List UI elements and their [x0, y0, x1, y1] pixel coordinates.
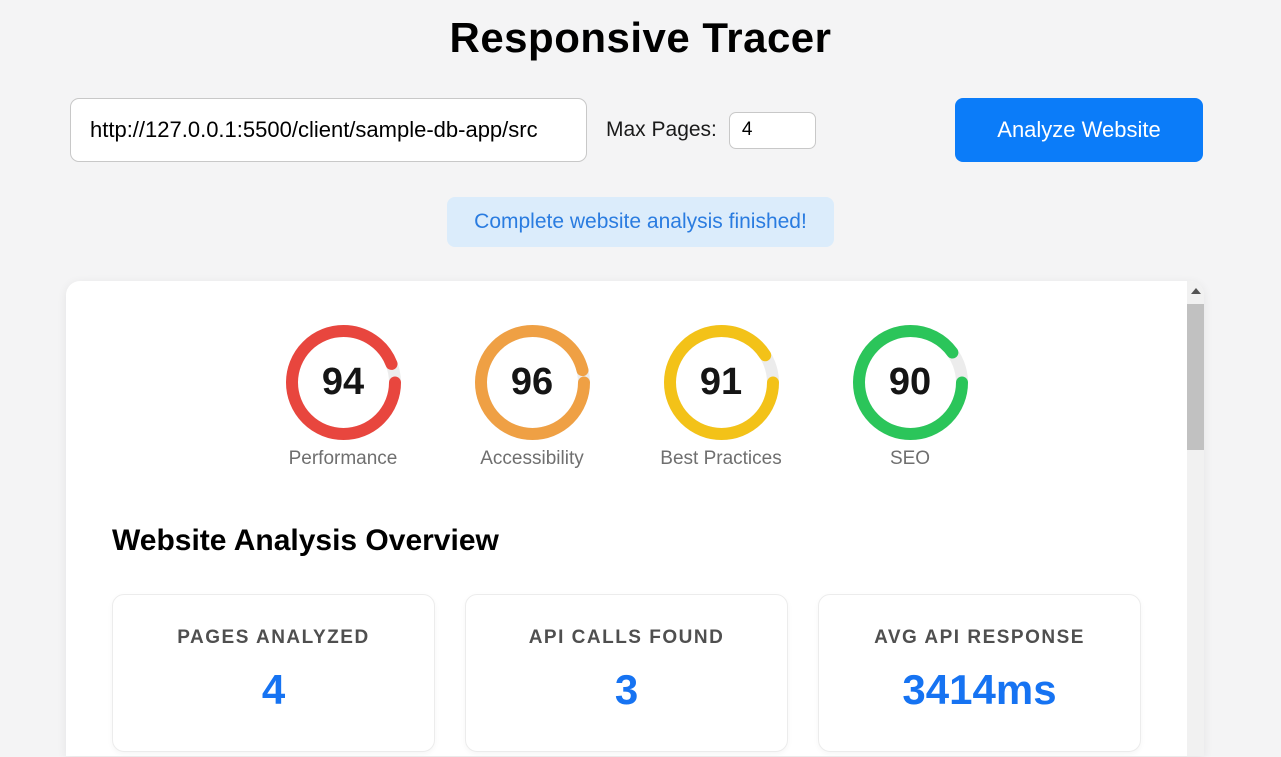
- best-practices-score: 91: [699, 361, 743, 403]
- stat-card-api-calls-found: API CALLS FOUND 3: [465, 594, 788, 752]
- accessibility-ring-icon: 96: [474, 325, 590, 440]
- best-practices-ring-icon: 91: [663, 325, 779, 440]
- score-gauge-seo: 90 SEO: [816, 325, 1005, 470]
- stat-value: 3414ms: [902, 666, 1057, 713]
- status-message: Complete website analysis finished!: [447, 197, 834, 247]
- results-panel: 94 Performance 96 Accessibility: [66, 281, 1204, 756]
- stat-label: AVG API RESPONSE: [874, 627, 1085, 648]
- stat-card-avg-api-response: AVG API RESPONSE 3414ms: [818, 594, 1141, 752]
- seo-label: SEO: [889, 448, 931, 469]
- stat-label: PAGES ANALYZED: [177, 627, 370, 648]
- results-content: 94 Performance 96 Accessibility: [66, 281, 1187, 752]
- overview-heading: Website Analysis Overview: [112, 524, 499, 557]
- scrollbar-up-button[interactable]: [1187, 281, 1204, 300]
- performance-score: 94: [321, 361, 365, 403]
- seo-score: 90: [888, 361, 932, 403]
- max-pages-input[interactable]: [728, 111, 816, 149]
- best-practices-label: Best Practices: [660, 448, 782, 469]
- seo-ring-icon: 90: [852, 325, 968, 440]
- performance-ring-icon: 94: [285, 325, 401, 440]
- scrollbar-thumb[interactable]: [1187, 304, 1204, 450]
- stat-value: 4: [261, 666, 286, 713]
- accessibility-score: 96: [510, 361, 554, 403]
- status-row: Complete website analysis finished!: [0, 197, 1281, 247]
- stat-label: API CALLS FOUND: [528, 627, 725, 648]
- url-input[interactable]: [70, 98, 587, 162]
- scroll-up-icon: [1190, 287, 1201, 294]
- max-pages-label: Max Pages:: [606, 118, 717, 141]
- score-gauge-performance: 94 Performance: [249, 325, 438, 470]
- score-gauge-accessibility: 96 Accessibility: [438, 325, 627, 470]
- analyze-website-button[interactable]: Analyze Website: [955, 98, 1203, 162]
- performance-label: Performance: [288, 448, 398, 469]
- score-gauge-best-practices: 91 Best Practices: [627, 325, 816, 470]
- stat-card-pages-analyzed: PAGES ANALYZED 4: [112, 594, 435, 752]
- results-scrollbar[interactable]: [1187, 281, 1204, 756]
- accessibility-label: Accessibility: [480, 448, 584, 469]
- overview-stats-row: PAGES ANALYZED 4 API CALLS FOUND 3 AVG A…: [112, 594, 1141, 752]
- stat-value: 3: [614, 666, 639, 713]
- score-gauges-row: 94 Performance 96 Accessibility: [66, 325, 1187, 470]
- page-title: Responsive Tracer: [449, 14, 832, 61]
- controls-bar: Max Pages: Analyze Website: [70, 98, 1203, 162]
